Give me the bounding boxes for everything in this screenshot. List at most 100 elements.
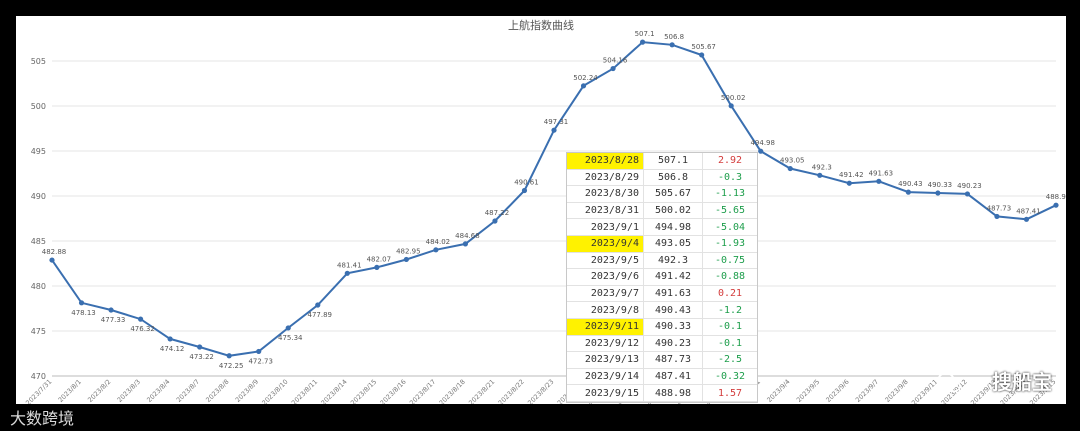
data-point — [197, 344, 203, 350]
table-value-cell: 491.63 — [643, 285, 703, 303]
table-change-cell: -1.93 — [702, 235, 757, 253]
data-point — [580, 83, 587, 89]
table-date-cell: 2023/9/6 — [567, 268, 644, 286]
x-tick-label: 2023/9/4 — [765, 378, 791, 404]
table-value-cell: 494.98 — [643, 218, 703, 236]
wechat-icon — [936, 373, 961, 393]
x-tick-label: 2023/8/14 — [319, 378, 348, 404]
data-label: 482.95 — [396, 247, 421, 255]
table-value-cell: 490.43 — [643, 301, 703, 319]
table-value-cell: 492.3 — [643, 252, 703, 270]
table-row: 2023/8/30 505.67 -1.13 — [567, 185, 757, 203]
data-point — [551, 127, 557, 133]
table-row: 2023/9/8 490.43 -1.2 — [567, 301, 757, 319]
data-point — [285, 325, 291, 331]
data-label: 476.32 — [130, 325, 155, 333]
data-point — [344, 270, 350, 276]
data-point — [905, 189, 911, 195]
x-tick-label: 2023/8/2 — [86, 378, 112, 404]
x-tick-label: 2023/9/8 — [883, 378, 909, 404]
watermark-left-text: 大数跨境 — [10, 409, 75, 428]
x-tick-label: 2023/8/22 — [497, 378, 526, 404]
table-value-cell: 505.67 — [643, 185, 703, 203]
data-point — [374, 264, 380, 270]
data-label: 491.42 — [839, 171, 864, 179]
table-change-cell: -1.13 — [702, 185, 757, 203]
y-tick-label: 495 — [31, 147, 46, 156]
data-label: 488.98 — [1046, 193, 1066, 201]
table-change-cell: -5.04 — [702, 218, 757, 236]
x-tick-label: 2023/7/31 — [24, 378, 53, 404]
table-date-cell: 2023/9/14 — [567, 368, 644, 386]
table-date-cell: 2023/8/31 — [567, 202, 644, 220]
data-point — [49, 257, 55, 263]
table-date-cell: 2023/8/28 — [567, 153, 644, 170]
table-date-cell: 2023/9/11 — [567, 318, 644, 336]
table-row: 2023/8/31 500.02 -5.65 — [567, 202, 757, 220]
data-label: 504.16 — [603, 57, 628, 65]
x-tick-label: 2023/8/4 — [145, 378, 171, 404]
table-change-cell: -5.65 — [702, 202, 757, 220]
table-date-cell: 2023/9/4 — [567, 235, 644, 253]
data-label: 478.13 — [71, 309, 96, 317]
data-label: 484.02 — [426, 238, 451, 246]
data-point — [610, 65, 616, 72]
data-label: 493.05 — [780, 157, 805, 165]
data-point — [876, 178, 882, 184]
data-point — [521, 187, 528, 194]
x-tick-label: 2023/8/11 — [290, 378, 319, 404]
table-row: 2023/9/11 490.33 -0.1 — [567, 318, 757, 336]
data-label: 482.88 — [42, 248, 67, 256]
chart-title: 上航指数曲线 — [508, 18, 574, 32]
table-date-cell: 2023/9/7 — [567, 285, 644, 303]
data-point — [935, 190, 941, 196]
table-date-cell: 2023/9/1 — [567, 218, 644, 236]
table-value-cell: 500.02 — [643, 202, 703, 220]
data-label: 477.33 — [101, 316, 126, 324]
data-point — [433, 247, 439, 253]
x-tick-label: 2023/8/17 — [408, 378, 437, 404]
table-row: 2023/8/28 507.1 2.92 — [567, 153, 757, 170]
data-point — [226, 353, 232, 359]
data-point — [108, 307, 114, 313]
data-label: 482.07 — [367, 255, 392, 263]
table-value-cell: 506.8 — [643, 169, 703, 187]
data-label: 475.34 — [278, 334, 303, 342]
data-label: 484.68 — [455, 232, 480, 240]
data-point — [403, 256, 409, 263]
table-row: 2023/9/5 492.3 -0.75 — [567, 252, 757, 270]
data-label: 506.8 — [664, 33, 684, 41]
watermark-left: 大数跨境 — [10, 405, 74, 429]
table-date-cell: 2023/9/8 — [567, 301, 644, 319]
x-tick-label: 2023/9/6 — [824, 378, 850, 404]
data-label: 494.98 — [750, 139, 775, 147]
x-tick-label: 2023/8/15 — [349, 378, 378, 404]
table-row: 2023/9/6 491.42 -0.88 — [567, 268, 757, 286]
table-change-cell: -0.32 — [702, 368, 757, 386]
data-point — [167, 336, 173, 342]
table-value-cell: 487.73 — [643, 351, 703, 369]
data-label: 502.24 — [573, 74, 598, 82]
table-value-cell: 493.05 — [643, 235, 703, 253]
data-point — [462, 241, 469, 247]
data-point — [1023, 216, 1030, 222]
data-label: 474.12 — [160, 345, 185, 353]
table-row: 2023/9/15 488.98 1.57 — [567, 384, 757, 402]
data-point — [669, 42, 675, 48]
table-row: 2023/9/13 487.73 -2.5 — [567, 351, 757, 369]
data-label: 490.43 — [898, 180, 923, 188]
data-point — [758, 148, 764, 154]
table-row: 2023/9/4 493.05 -1.93 — [567, 235, 757, 253]
data-point — [699, 52, 705, 58]
table-change-cell: 0.21 — [702, 285, 757, 303]
data-point — [315, 302, 321, 308]
data-label: 491.63 — [869, 169, 894, 177]
x-tick-label: 2023/9/5 — [795, 378, 821, 404]
table-change-cell: -0.75 — [702, 252, 757, 270]
data-label: 490.61 — [514, 179, 539, 187]
table-value-cell: 491.42 — [643, 268, 703, 286]
table-row: 2023/9/7 491.63 0.21 — [567, 285, 757, 303]
y-tick-label: 505 — [31, 57, 46, 66]
data-label: 490.23 — [957, 182, 982, 190]
table-change-cell: 1.57 — [702, 384, 757, 402]
